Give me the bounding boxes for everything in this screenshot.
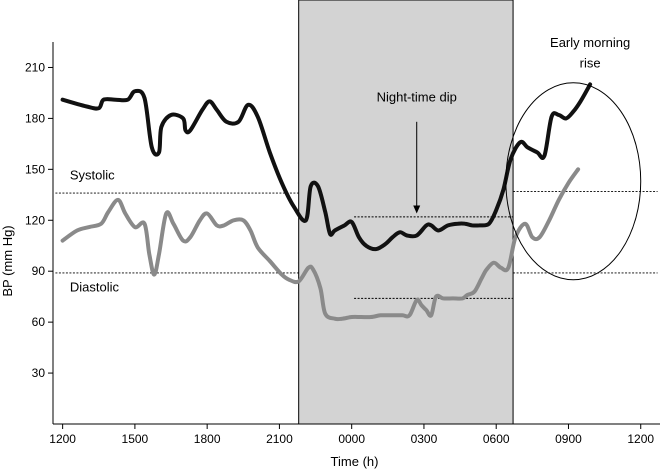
x-tick-label-0: 1200 bbox=[49, 432, 76, 446]
x-tick-label-5: 0300 bbox=[411, 432, 438, 446]
axes bbox=[52, 42, 660, 425]
y-tick-label-2: 90 bbox=[32, 264, 46, 278]
early-morning-ellipse bbox=[505, 82, 642, 281]
reference-lines bbox=[55, 190, 658, 299]
x-tick-label-2: 1800 bbox=[194, 432, 221, 446]
y-tick-label-4: 150 bbox=[25, 162, 45, 176]
y-axis-title: BP (mm Hg) bbox=[0, 225, 15, 296]
y-tick-label-1: 60 bbox=[32, 315, 46, 329]
diastolic-label: Diastolic bbox=[70, 280, 120, 295]
early-morning-label-line1: Early morning bbox=[550, 35, 630, 50]
early-morning-label-line2: rise bbox=[580, 55, 601, 70]
y-tick-label-0: 30 bbox=[32, 366, 46, 380]
x-tick-label-6: 0600 bbox=[483, 432, 510, 446]
x-axis-title: Time (h) bbox=[331, 454, 379, 469]
y-axis-ticks: 30 60 90 120 150 180 210 bbox=[25, 60, 53, 380]
y-tick-label-6: 210 bbox=[25, 60, 45, 74]
y-tick-label-5: 180 bbox=[25, 111, 45, 125]
x-tick-label-1: 1500 bbox=[122, 432, 149, 446]
x-tick-label-3: 2100 bbox=[266, 432, 293, 446]
diastolic-line bbox=[60, 82, 593, 252]
x-tick-label-7: 0900 bbox=[555, 432, 582, 446]
y-tick-label-3: 120 bbox=[25, 213, 45, 227]
x-tick-label-4: 0000 bbox=[338, 432, 365, 446]
x-axis-ticks: 1200 1500 1800 2100 0000 0300 0600 0900 1200 bbox=[49, 424, 654, 446]
night-dip-arrowhead bbox=[413, 205, 421, 214]
night-shading bbox=[298, 0, 514, 425]
systolic-line bbox=[60, 167, 581, 322]
systolic-label: Systolic bbox=[70, 168, 115, 183]
night-dip-label: Night-time dip bbox=[377, 89, 457, 104]
x-tick-label-8: 1200 bbox=[627, 432, 654, 446]
